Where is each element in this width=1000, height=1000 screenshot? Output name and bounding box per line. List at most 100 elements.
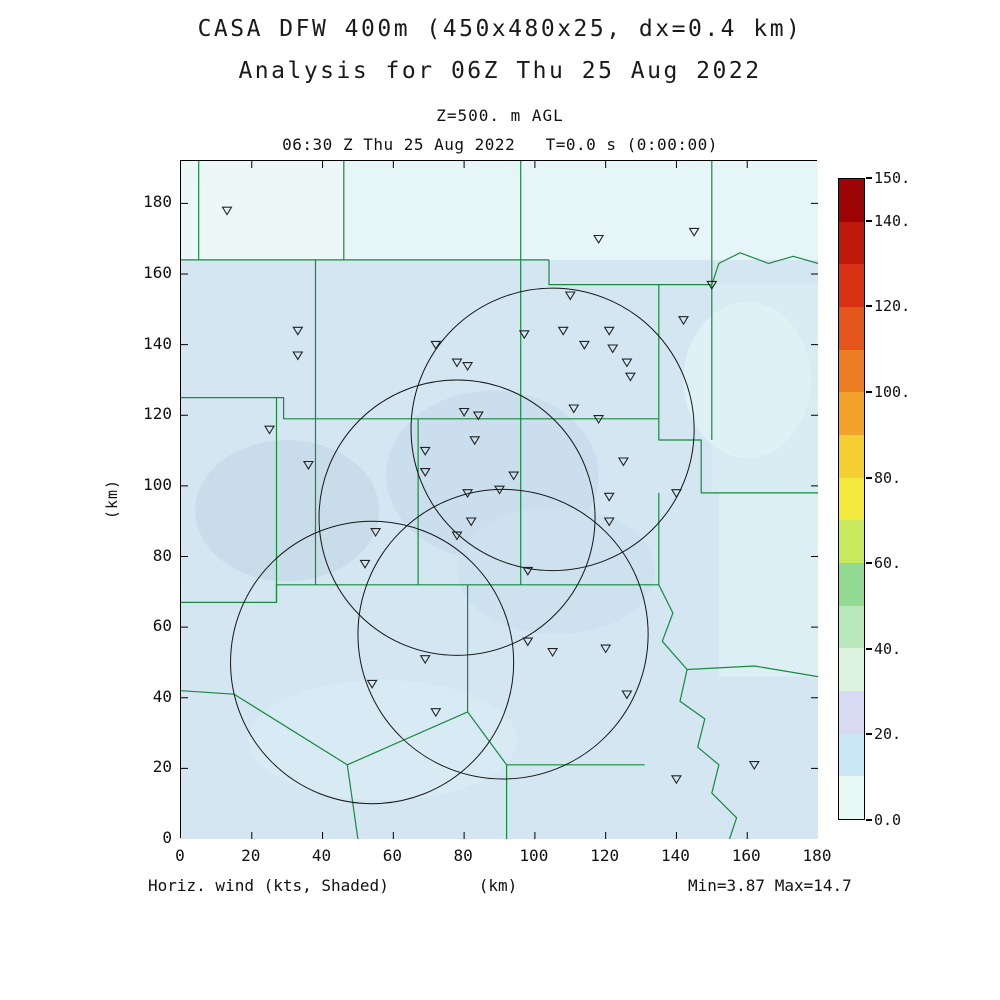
station-triangle-marker xyxy=(593,234,605,244)
county-boundary-line xyxy=(233,693,348,766)
colorbar-tick-mark xyxy=(866,647,872,650)
colorbar-tick-mark xyxy=(866,819,872,821)
station-triangle-marker xyxy=(462,362,474,372)
station-triangle-marker xyxy=(706,280,718,290)
colorbar-segment xyxy=(839,605,864,649)
colorbar-segment xyxy=(839,178,864,222)
x-tick-label: 120 xyxy=(590,846,620,865)
y-tick-label: 100 xyxy=(143,474,172,494)
colorbar-tick-label: 60. xyxy=(874,554,902,573)
county-boundary-line xyxy=(658,584,738,839)
wind-shading-patch xyxy=(683,302,811,458)
colorbar-tick-label: 40. xyxy=(874,639,902,658)
colorbar-tick-label: 150. xyxy=(874,169,911,187)
y-tick-label: 180 xyxy=(143,192,172,212)
colorbar-segment xyxy=(839,306,864,350)
station-triangle-marker xyxy=(621,358,633,368)
x-tick-label: 80 xyxy=(453,846,473,865)
colorbar-tick-mark xyxy=(866,476,872,479)
map-svg xyxy=(181,161,818,839)
colorbar-tick-mark xyxy=(866,177,872,179)
colorbar-tick-mark xyxy=(866,391,872,393)
y-tick-label: 20 xyxy=(152,757,172,777)
county-boundary-line xyxy=(687,665,818,678)
colorbar-segment xyxy=(839,349,864,393)
station-triangle-marker xyxy=(748,761,760,771)
y-tick-label: 40 xyxy=(152,686,172,706)
plot-title-line2: Analysis for 06Z Thu 25 Aug 2022 xyxy=(238,58,762,84)
station-triangle-marker xyxy=(617,457,629,467)
station-triangle-marker xyxy=(678,316,689,326)
station-triangle-marker xyxy=(264,425,275,435)
colorbar-tick-mark xyxy=(866,305,872,308)
level-label: Z=500. m AGL xyxy=(436,106,564,125)
colorbar-segment xyxy=(839,221,864,265)
station-triangle-marker xyxy=(603,492,615,502)
y-tick-label: 80 xyxy=(152,545,172,565)
colorbar-tick-mark xyxy=(866,562,872,565)
colorbar-tick-label: 0.0 xyxy=(874,811,902,829)
x-tick-label: 160 xyxy=(731,846,761,865)
station-triangle-marker xyxy=(458,407,470,417)
station-triangle-marker xyxy=(370,528,382,538)
radar-coverage-circle xyxy=(318,379,596,656)
station-triangle-marker xyxy=(462,489,474,499)
station-triangle-marker xyxy=(451,531,463,541)
x-tick-label: 100 xyxy=(519,846,549,865)
y-tick-label: 120 xyxy=(143,404,172,424)
x-axis-label: (km) xyxy=(478,876,518,895)
y-tick-label: 140 xyxy=(143,333,172,353)
station-triangle-marker xyxy=(522,637,534,647)
county-boundary-line xyxy=(658,418,818,494)
y-tick-label: 160 xyxy=(143,263,172,282)
x-tick-label: 180 xyxy=(802,846,832,865)
station-triangle-marker xyxy=(522,566,534,576)
county-boundary-line xyxy=(181,397,659,420)
station-triangle-marker xyxy=(670,775,682,785)
county-boundary-line xyxy=(548,259,712,286)
field-label: Horiz. wind (kts, Shaded) xyxy=(148,876,389,895)
minmax-label: Min=3.87 Max=14.7 xyxy=(688,876,852,895)
station-triangle-marker xyxy=(221,206,233,216)
colorbar-segment xyxy=(839,434,864,478)
county-boundary-line xyxy=(181,690,235,695)
colorbar-segment xyxy=(839,519,864,563)
wind-shading-patch xyxy=(195,439,380,582)
x-tick-label: 60 xyxy=(382,846,402,865)
station-triangle-marker xyxy=(430,708,442,718)
radar-coverage-circle xyxy=(410,287,695,572)
map-plot-frame xyxy=(180,160,818,839)
station-triangle-marker xyxy=(670,489,682,499)
colorbar-tick-label: 20. xyxy=(874,725,902,744)
colorbar-segment xyxy=(839,391,864,435)
colorbar-segment xyxy=(839,477,864,521)
station-triangle-marker xyxy=(419,446,431,456)
station-triangle-marker xyxy=(624,372,636,382)
station-triangle-marker xyxy=(302,460,314,470)
county-boundary-line xyxy=(711,252,818,285)
colorbar xyxy=(838,178,865,820)
station-triangle-marker xyxy=(600,644,612,654)
station-triangle-marker xyxy=(607,344,619,354)
radar-coverage-circle xyxy=(357,488,649,780)
wind-shading-patch xyxy=(718,492,818,677)
colorbar-segment xyxy=(839,562,864,606)
colorbar-segment xyxy=(839,690,864,734)
y-tick-label: 60 xyxy=(152,616,172,636)
station-triangle-marker xyxy=(451,358,463,368)
colorbar-tick-label: 140. xyxy=(874,211,911,230)
radar-coverage-circle xyxy=(230,520,515,805)
station-triangle-marker xyxy=(292,326,304,336)
x-tick-label: 140 xyxy=(660,846,690,865)
colorbar-segment xyxy=(839,263,864,307)
station-triangle-marker xyxy=(603,326,615,336)
colorbar-tick-label: 100. xyxy=(874,383,911,401)
station-triangle-marker xyxy=(430,340,442,350)
colorbar-segment xyxy=(839,775,864,819)
y-axis-label: (km) xyxy=(103,478,121,520)
x-tick-label: 0 xyxy=(175,846,185,865)
colorbar-tick-mark xyxy=(866,219,872,222)
station-triangle-marker xyxy=(603,517,615,527)
x-tick-label: 40 xyxy=(311,846,332,865)
wind-shading-patch xyxy=(181,161,344,260)
